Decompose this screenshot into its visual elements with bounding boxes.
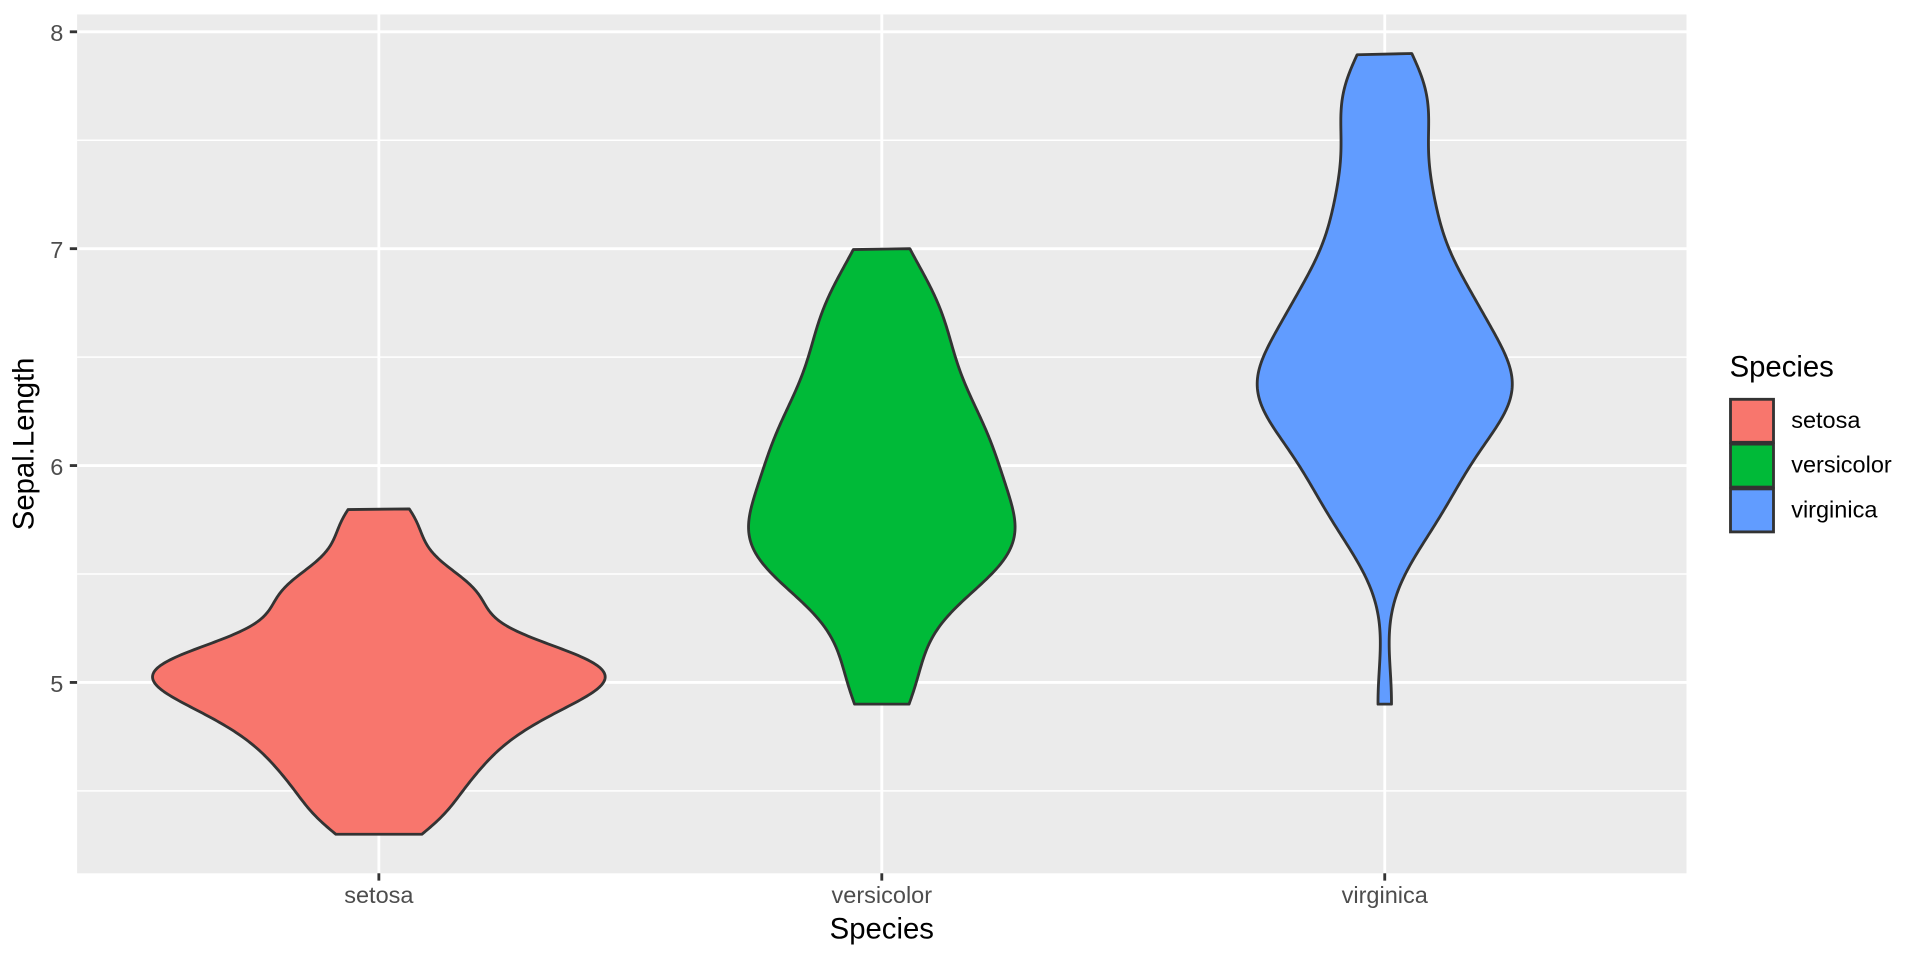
svg-text:virginica: virginica <box>1791 496 1878 522</box>
svg-text:7: 7 <box>50 237 63 263</box>
svg-text:5: 5 <box>50 671 63 697</box>
svg-text:Sepal.Length: Sepal.Length <box>8 358 41 531</box>
svg-text:versicolor: versicolor <box>1791 452 1892 478</box>
svg-text:Species: Species <box>1730 351 1834 384</box>
svg-text:setosa: setosa <box>1791 407 1861 433</box>
svg-text:Species: Species <box>830 913 934 946</box>
svg-text:versicolor: versicolor <box>832 882 933 908</box>
svg-text:setosa: setosa <box>344 882 414 908</box>
svg-text:virginica: virginica <box>1342 882 1429 908</box>
svg-text:6: 6 <box>50 454 63 480</box>
svg-text:8: 8 <box>50 20 63 46</box>
